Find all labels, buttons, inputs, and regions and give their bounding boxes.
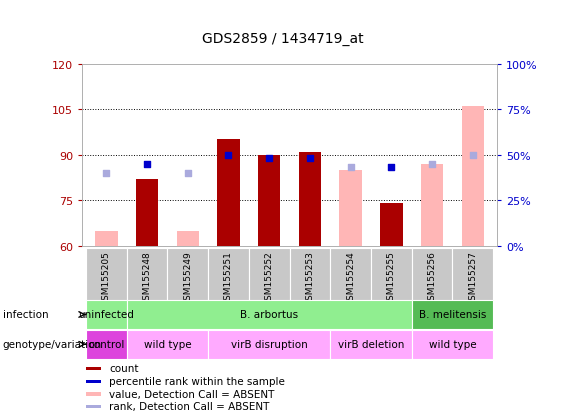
Point (306, 155, 315, 161)
Text: GDS2859 / 1434719_at: GDS2859 / 1434719_at (202, 32, 363, 46)
Bar (86, 330, 127, 359)
Bar (95, 231, 118, 246)
Bar (289, 248, 331, 300)
Text: genotype/variation: genotype/variation (3, 339, 102, 349)
Bar (299, 152, 321, 246)
Bar (453, 248, 493, 300)
Bar (86, 405, 101, 408)
Bar (380, 204, 402, 246)
Bar (331, 248, 371, 300)
Point (264, 155, 273, 161)
Text: percentile rank within the sample: percentile rank within the sample (109, 376, 285, 386)
Bar (218, 140, 240, 246)
Text: GSM155256: GSM155256 (428, 250, 437, 305)
Bar (86, 367, 101, 370)
Point (387, 164, 396, 171)
Text: GSM155257: GSM155257 (468, 250, 477, 305)
Text: value, Detection Call = ABSENT: value, Detection Call = ABSENT (109, 389, 274, 399)
Point (428, 161, 437, 168)
Bar (86, 392, 101, 396)
Point (183, 170, 192, 177)
Bar (127, 300, 412, 329)
Bar (258, 155, 280, 246)
Bar (86, 380, 101, 383)
Bar (462, 107, 484, 246)
Bar (371, 248, 412, 300)
Text: GSM155249: GSM155249 (183, 250, 192, 305)
Text: infection: infection (3, 310, 49, 320)
Text: GSM155251: GSM155251 (224, 250, 233, 305)
Bar (249, 248, 289, 300)
Bar (412, 330, 493, 359)
Text: GSM155248: GSM155248 (142, 250, 151, 305)
Bar (340, 171, 362, 246)
Bar (421, 164, 444, 246)
Text: virB deletion: virB deletion (338, 339, 404, 349)
Bar (331, 330, 412, 359)
Bar (177, 231, 199, 246)
Text: B. melitensis: B. melitensis (419, 310, 486, 320)
Bar (412, 300, 493, 329)
Point (468, 152, 477, 159)
Bar (127, 248, 167, 300)
Point (346, 164, 355, 171)
Bar (167, 248, 208, 300)
Text: virB disruption: virB disruption (231, 339, 307, 349)
Text: uninfected: uninfected (79, 310, 134, 320)
Bar (86, 248, 127, 300)
Bar (127, 330, 208, 359)
Text: B. arbortus: B. arbortus (240, 310, 298, 320)
Text: wild type: wild type (144, 339, 191, 349)
Text: wild type: wild type (429, 339, 476, 349)
Text: count: count (109, 363, 138, 373)
Bar (136, 180, 158, 246)
Bar (412, 248, 453, 300)
Point (224, 152, 233, 159)
Text: GSM155253: GSM155253 (306, 250, 314, 305)
Text: GSM155255: GSM155255 (387, 250, 396, 305)
Point (142, 161, 151, 168)
Bar (208, 330, 331, 359)
Text: control: control (88, 339, 124, 349)
Point (102, 170, 111, 177)
Text: GSM155254: GSM155254 (346, 250, 355, 305)
Text: GSM155252: GSM155252 (265, 250, 273, 305)
Bar (208, 248, 249, 300)
Bar (86, 300, 127, 329)
Text: rank, Detection Call = ABSENT: rank, Detection Call = ABSENT (109, 401, 270, 411)
Text: GSM155205: GSM155205 (102, 250, 111, 305)
